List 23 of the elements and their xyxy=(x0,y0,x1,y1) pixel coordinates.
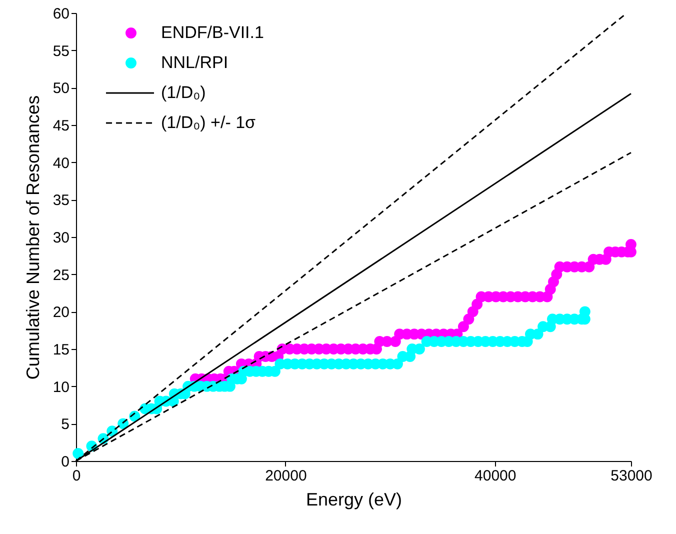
y-tick-label: 35 xyxy=(52,192,70,210)
x-tick-label: 20000 xyxy=(265,468,307,484)
y-tick-label: 40 xyxy=(52,154,70,172)
y-tick-label: 50 xyxy=(52,80,70,98)
legend-label: (1/D₀) +/- 1σ xyxy=(161,113,256,132)
y-tick-label: 20 xyxy=(52,304,70,322)
legend-label: ENDF/B-VII.1 xyxy=(161,23,264,42)
x-tick-label: 0 xyxy=(72,468,81,484)
y-tick-label: 15 xyxy=(52,342,70,358)
y-tick-label: 55 xyxy=(52,42,70,60)
y-tick-label: 45 xyxy=(52,118,70,134)
y-tick-label: 25 xyxy=(52,266,70,284)
y-tick-label: 10 xyxy=(52,378,70,396)
x-axis-title: Energy (eV) xyxy=(306,490,402,510)
y-tick-label: 0 xyxy=(61,454,70,470)
y-tick-label: 30 xyxy=(52,230,70,246)
y-tick-label: 60 xyxy=(52,6,70,22)
x-tick-label: 53000 xyxy=(610,468,652,484)
y-tick-label: 5 xyxy=(61,416,70,434)
y-axis-title: Cumulative Number of Resonances xyxy=(22,95,43,380)
x-tick-label: 40000 xyxy=(474,468,516,484)
legend-label: (1/D₀) xyxy=(161,83,206,102)
legend-label: NNL/RPI xyxy=(161,53,228,72)
